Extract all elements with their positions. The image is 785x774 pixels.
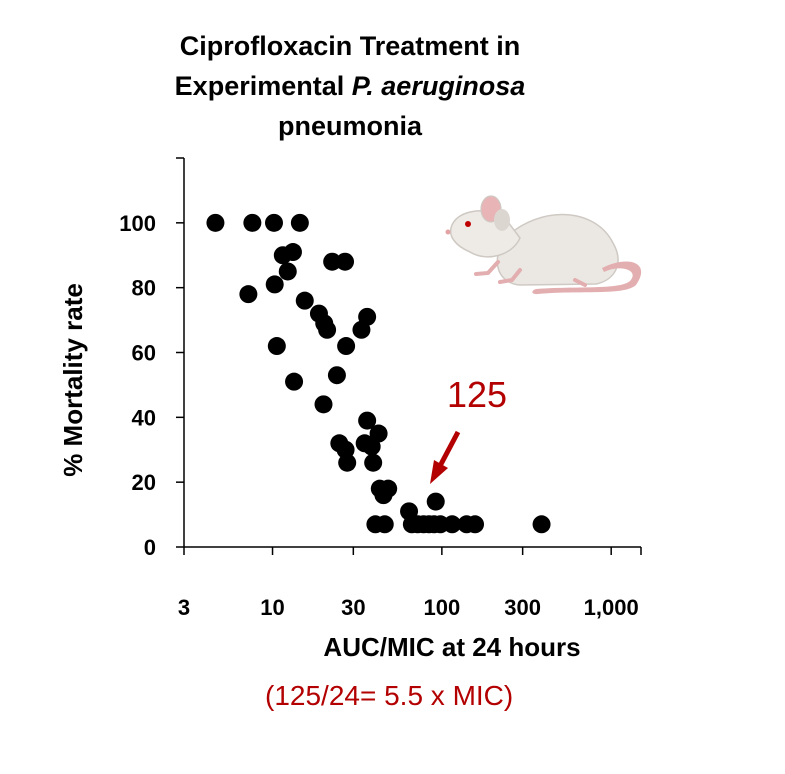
y-ticks: 0 20 40 60 80 100	[119, 211, 184, 560]
data-point	[375, 515, 394, 534]
x-tick-label: 3	[178, 595, 190, 620]
data-point	[336, 252, 355, 271]
y-tick-label: 60	[132, 341, 156, 366]
title-line-3: pneumonia	[277, 111, 422, 141]
data-point	[243, 213, 262, 232]
data-point	[318, 320, 337, 339]
data-point	[466, 515, 485, 534]
data-point	[426, 492, 445, 511]
data-point	[264, 213, 283, 232]
data-point	[338, 453, 357, 472]
data-points	[206, 213, 551, 534]
title-line-2-prefix: Experimental	[174, 71, 352, 101]
annotation-arrowhead	[430, 460, 448, 484]
annotation-arrow	[437, 430, 461, 468]
footnote: (125/24= 5.5 x MIC)	[265, 680, 514, 711]
data-point	[369, 424, 388, 443]
y-tick-label: 80	[132, 276, 156, 301]
data-point	[337, 337, 356, 356]
x-tick-label: 100	[424, 595, 461, 620]
data-point	[206, 213, 225, 232]
y-tick-label: 0	[144, 535, 156, 560]
x-tick-label: 30	[341, 595, 365, 620]
y-tick-label: 20	[132, 470, 156, 495]
title-line-2-italic: P. aeruginosa	[351, 71, 526, 101]
data-point	[327, 366, 346, 385]
data-point	[443, 515, 462, 534]
x-tick-label: 1,000	[584, 595, 639, 620]
data-point	[314, 395, 333, 414]
x-ticks: 3 10 30 100 300 1,000	[178, 547, 642, 620]
x-tick-label: 300	[504, 595, 541, 620]
chart-title: Ciprofloxacin Treatment in Experimental …	[110, 26, 590, 146]
data-point	[374, 486, 393, 505]
y-axis-label: % Mortality rate	[58, 283, 88, 477]
x-tick-label: 10	[260, 595, 284, 620]
data-point	[285, 372, 304, 391]
x-axis-label: AUC/MIC at 24 hours	[323, 632, 580, 662]
annotation-label: 125	[447, 374, 507, 415]
data-point	[295, 291, 314, 310]
y-tick-label: 40	[132, 405, 156, 430]
data-point	[267, 337, 286, 356]
data-point	[358, 411, 377, 430]
title-line-1: Ciprofloxacin Treatment in	[179, 31, 521, 61]
data-point	[323, 252, 342, 271]
data-point	[265, 275, 284, 294]
mouse-illustration	[445, 195, 642, 295]
data-point	[239, 285, 258, 304]
data-point	[290, 213, 309, 232]
title-line-2: Experimental P. aeruginosa	[110, 66, 590, 106]
data-point	[364, 453, 383, 472]
data-point	[278, 262, 297, 281]
y-tick-label: 100	[119, 211, 156, 236]
data-point	[283, 243, 302, 262]
data-point	[532, 515, 551, 534]
data-point	[352, 320, 371, 339]
